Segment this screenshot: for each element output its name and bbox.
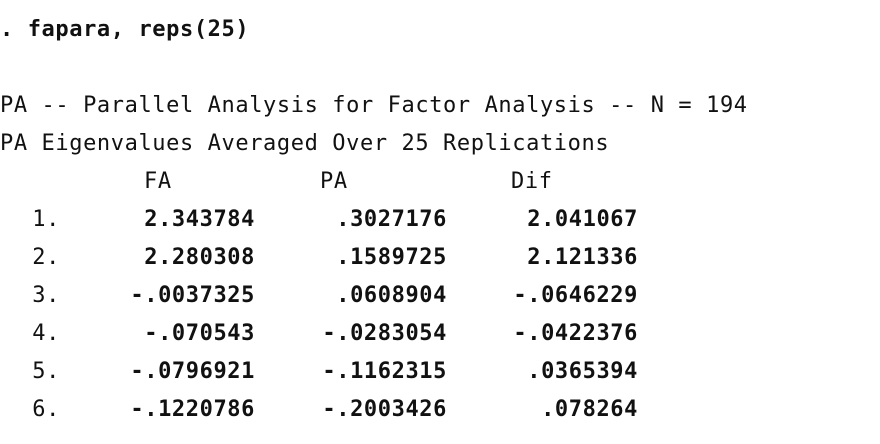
dif-value: -.0422376 — [513, 321, 638, 346]
row-index: 5. — [32, 359, 60, 384]
row-index: 2. — [32, 245, 60, 270]
dif-value: -.0646229 — [513, 283, 638, 308]
pa-value: -.2003426 — [322, 397, 447, 422]
fa-value: -.070543 — [144, 321, 255, 346]
column-header-dif: Dif — [511, 169, 553, 194]
command-line: . fapara, reps(25) — [0, 17, 250, 42]
dif-value: 2.121336 — [527, 245, 638, 270]
row-index: 1. — [32, 207, 60, 232]
pa-value: -.1162315 — [322, 359, 447, 384]
pa-value: .1589725 — [336, 245, 447, 270]
pa-value: .0608904 — [336, 283, 447, 308]
pa-value: .3027176 — [336, 207, 447, 232]
fa-value: 2.343784 — [144, 207, 255, 232]
row-index: 4. — [32, 321, 60, 346]
dif-value: 2.041067 — [527, 207, 638, 232]
dif-value: .078264 — [541, 397, 638, 422]
row-index: 6. — [32, 397, 60, 422]
pa-value: -.0283054 — [322, 321, 447, 346]
fa-value: -.0037325 — [130, 283, 255, 308]
output-title: PA -- Parallel Analysis for Factor Analy… — [0, 93, 748, 118]
row-index: 3. — [32, 283, 60, 308]
fa-value: -.1220786 — [130, 397, 255, 422]
fa-value: -.0796921 — [130, 359, 255, 384]
fa-value: 2.280308 — [144, 245, 255, 270]
column-header-pa: PA — [320, 169, 348, 194]
column-header-fa: FA — [144, 169, 172, 194]
dif-value: .0365394 — [527, 359, 638, 384]
output-subtitle: PA Eigenvalues Averaged Over 25 Replicat… — [0, 131, 610, 156]
